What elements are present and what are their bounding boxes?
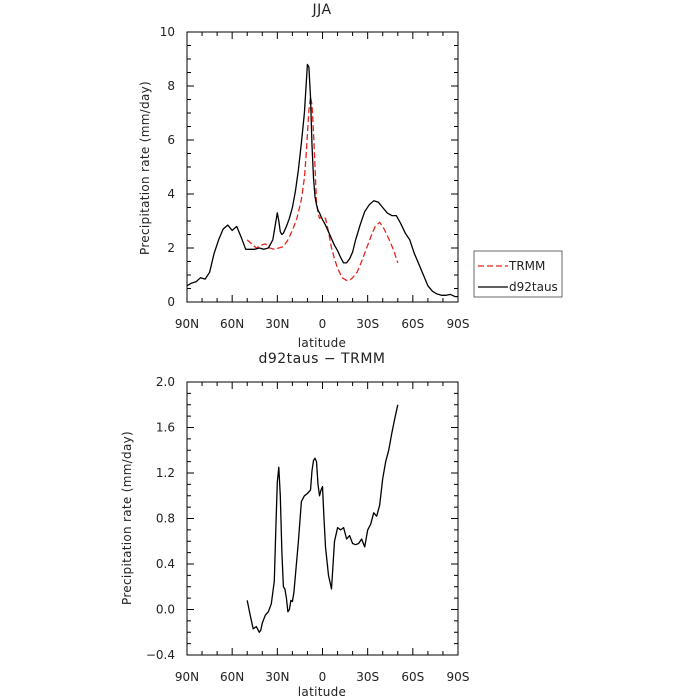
bottom-chart-x-tick-label: 0	[319, 670, 327, 684]
bottom-chart-x-tick-label: 30S	[356, 670, 379, 684]
top-chart-x-axis-label: latitude	[298, 336, 346, 350]
bottom-chart-x-tick-label: 60S	[401, 670, 424, 684]
bottom-chart-x-tick-label: 90S	[447, 670, 470, 684]
top-chart-x-tick-label: 90N	[175, 317, 199, 331]
bottom-chart-y-tick-label: 0.4	[156, 557, 175, 571]
bottom-chart-frame	[186, 381, 459, 656]
legend-box	[473, 250, 563, 298]
top-chart-y-tick-label: 0	[167, 295, 175, 309]
top-chart-y-tick-label: 2	[167, 241, 175, 255]
bottom-chart-y-tick-label: 1.6	[156, 421, 175, 435]
bottom-chart-y-tick-label: −0.4	[146, 648, 175, 662]
top-chart-series-line-d92taus	[186, 63, 458, 298]
bottom-chart-y-tick-label: 0.8	[156, 512, 175, 526]
bottom-chart-plot-area: 90N 60N 30N 0 30S 60S 90S −0.4 0.0 0.4 0.8 1.2 1.6 2.…	[146, 375, 470, 684]
top-chart-legend: TRMM d92taus	[473, 250, 563, 298]
bottom-chart-y-tick-label: 2.0	[156, 375, 175, 389]
bottom-chart-panel: d92taus − TRMM 90N 60N 30N 0 30S 60S 90S −0.4 0.…	[120, 351, 469, 699]
top-chart-x-tick-label: 60N	[220, 317, 244, 331]
top-chart-x-tick-label: 90S	[447, 317, 470, 331]
top-chart-x-tick-label: 0	[319, 317, 327, 331]
bottom-chart-y-tick-label: 0.0	[156, 603, 175, 617]
top-chart-title: JJA	[311, 2, 331, 18]
legend-label-trmm: TRMM	[508, 259, 545, 273]
top-chart-series-line-trmm	[246, 96, 399, 282]
top-chart-y-tick-label: 6	[167, 133, 175, 147]
bottom-chart-x-axis-label: latitude	[298, 685, 346, 699]
legend-label-d92taus: d92taus	[509, 280, 558, 294]
top-chart-y-tick-label: 4	[167, 187, 175, 201]
top-chart-x-tick-label: 30N	[265, 317, 289, 331]
bottom-chart-x-tick-label: 30N	[265, 670, 289, 684]
bottom-chart-title: d92taus − TRMM	[258, 351, 385, 367]
bottom-chart-y-axis-label: Precipitation rate (mm/day)	[120, 431, 134, 605]
bottom-chart-x-tick-label: 60N	[220, 670, 244, 684]
top-chart-plot-area: 90N 60N 30N 0 30S 60S 90S 0 2 4 6 8 10	[160, 25, 470, 331]
bottom-chart-x-tick-label: 90N	[175, 670, 199, 684]
bottom-chart-y-tick-label: 1.2	[156, 466, 175, 480]
top-chart-y-tick-label: 8	[167, 79, 175, 93]
top-chart-x-tick-label: 60S	[401, 317, 424, 331]
bottom-chart-series-line-difference	[246, 404, 399, 633]
top-chart-y-tick-label: 10	[160, 25, 175, 39]
top-chart-x-tick-label: 30S	[356, 317, 379, 331]
top-chart-y-axis-label: Precipitation rate (mm/day)	[138, 81, 152, 255]
